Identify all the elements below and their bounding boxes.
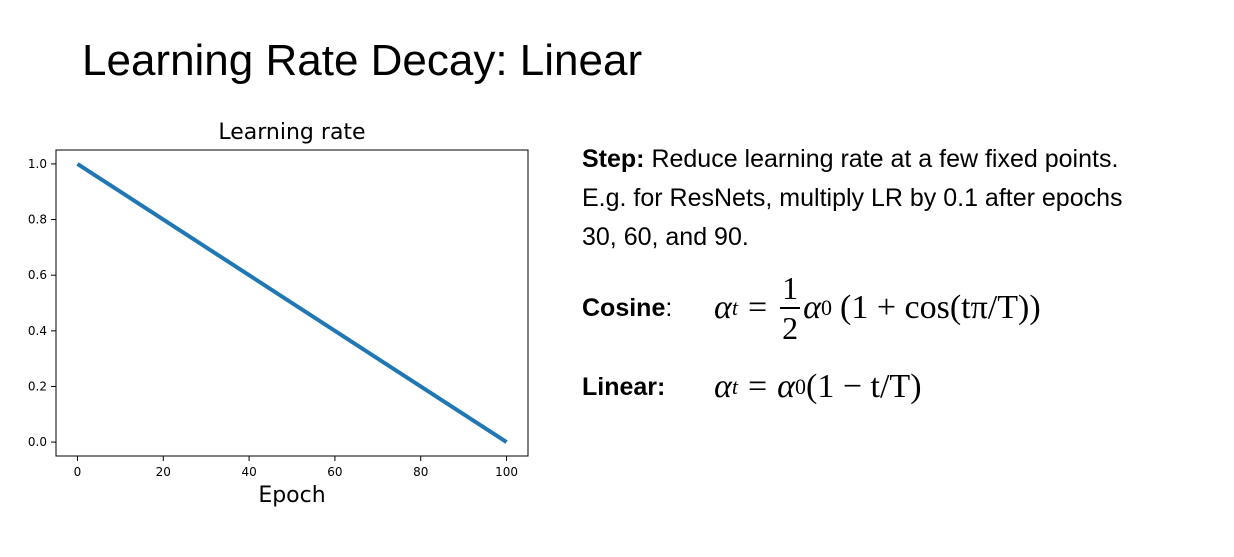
plot-frame: [55, 149, 529, 457]
x-tick-label: 20: [156, 465, 171, 479]
x-tick-label: 100: [495, 465, 518, 479]
step-text: Reduce learning rate at a few fixed poin…: [644, 145, 1119, 173]
linear-label: Linear:: [582, 372, 666, 401]
cosine-label: Cosine:: [582, 293, 673, 322]
x-tick-label: 0: [74, 465, 82, 479]
learning-rate-chart: Learning rate 0 20 40 60 80 100 0.0 0.2 0.4 0.6 0.…: [28, 120, 529, 508]
y-tick-label: 0.6: [28, 268, 47, 282]
slide-title-rest: : Linear: [495, 36, 643, 85]
slide-title-emphasis: Learning Rate Decay: [82, 36, 496, 85]
step-line-2: E.g. for ResNets, multiply LR by 0.1 aft…: [582, 184, 1123, 212]
slide-title: Learning Rate Decay: Linear: [82, 36, 642, 86]
step-label: Step:: [582, 145, 645, 173]
y-tick-label: 1.0: [28, 157, 47, 171]
y-tick-label: 0.4: [28, 324, 47, 338]
chart-title: Learning rate: [218, 120, 365, 145]
y-tick-label: 0.8: [28, 213, 47, 227]
x-tick-label: 60: [327, 465, 342, 479]
x-tick-label: 80: [413, 465, 428, 479]
step-line-1: Step: Reduce learning rate at a few fixe…: [582, 140, 1222, 179]
x-tick-label: 40: [241, 465, 256, 479]
x-axis-label: Epoch: [258, 483, 325, 508]
chart-ticks: 0 20 40 60 80 100 0.0 0.2 0.4 0.6 0.8 1.0: [28, 157, 518, 479]
step-line-3: 30, 60, and 90.: [582, 223, 749, 251]
step-description: Step: Reduce learning rate at a few fixe…: [582, 140, 1222, 257]
y-tick-label: 0.0: [28, 435, 47, 449]
y-tick-label: 0.2: [28, 379, 47, 393]
series-line-learning-rate: [76, 162, 508, 444]
